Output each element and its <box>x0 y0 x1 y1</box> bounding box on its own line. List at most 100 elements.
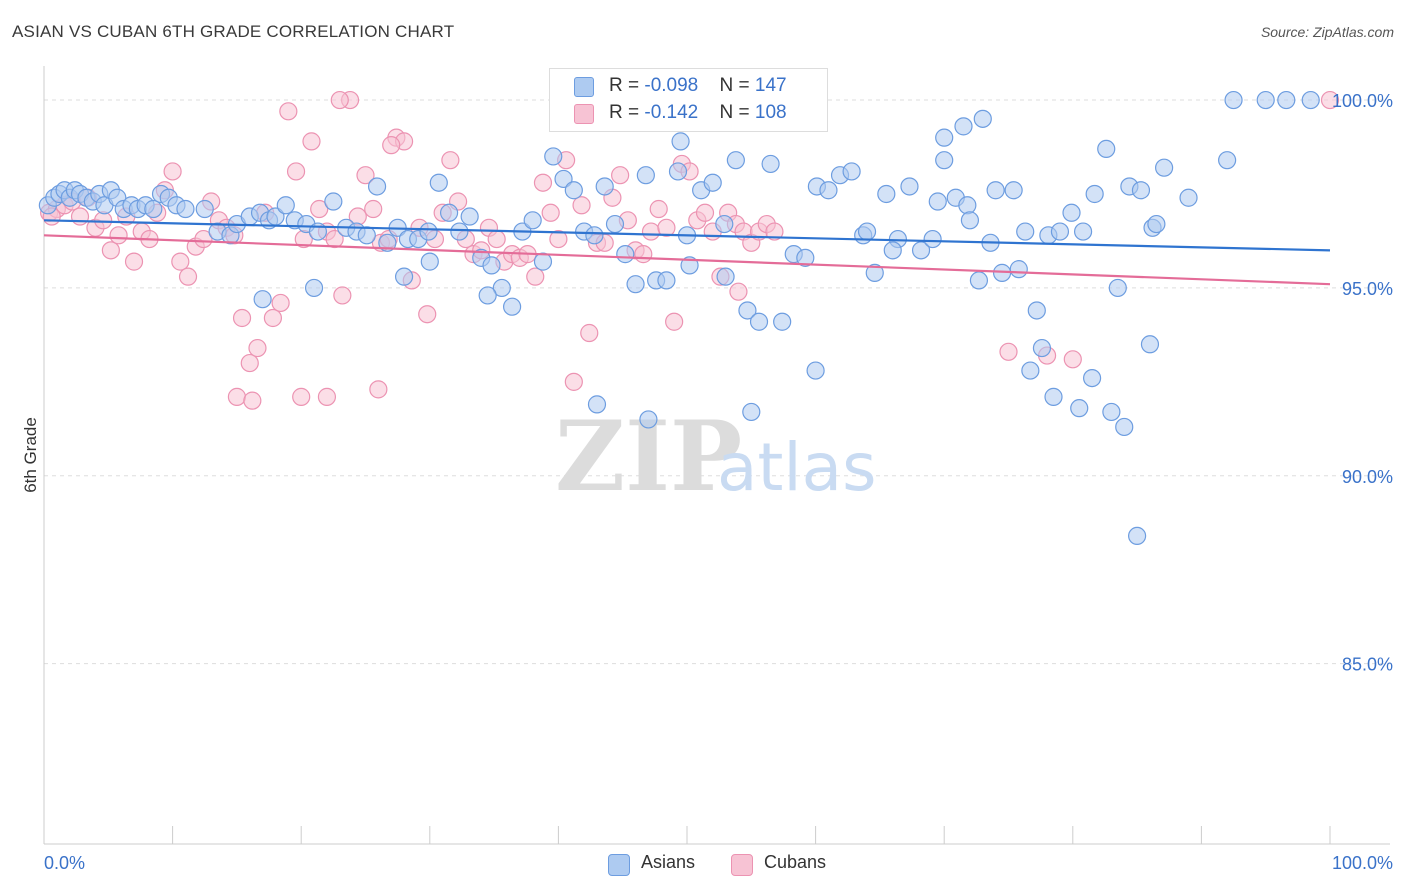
cuban-point <box>330 90 349 110</box>
asian-point <box>460 207 479 226</box>
asian-point <box>1102 402 1121 422</box>
asian-point <box>1032 338 1052 358</box>
asian-point <box>738 301 757 320</box>
asian-point <box>819 181 838 200</box>
cuban-point <box>279 102 298 121</box>
asian-point <box>883 241 902 260</box>
asian-point <box>605 214 625 234</box>
asian-point <box>564 181 583 200</box>
cuban-point <box>356 166 375 185</box>
cuban-point <box>292 387 311 406</box>
cuban-point <box>70 207 90 226</box>
y-axis-label: 6th Grade <box>21 417 40 493</box>
cuban-point <box>124 252 144 271</box>
y-tick-label: 90.0% <box>1342 467 1393 487</box>
asian-point <box>954 117 973 136</box>
cuban-point <box>369 380 388 399</box>
asian-point <box>636 166 655 185</box>
asian-point <box>1131 181 1151 200</box>
cuban-point <box>101 241 120 260</box>
asian-point <box>1277 90 1296 110</box>
asian-point <box>671 132 690 151</box>
asian-point <box>176 199 195 219</box>
cuban-point <box>194 229 213 249</box>
asian-point <box>429 173 448 192</box>
asian-point <box>877 184 896 204</box>
x-tick-label: 100.0% <box>1332 853 1393 873</box>
asian-point <box>716 267 735 286</box>
asian-point <box>1256 90 1275 110</box>
y-tick-label: 100.0% <box>1332 91 1393 111</box>
cuban-point <box>665 312 684 331</box>
asian-point <box>1070 399 1089 418</box>
source-label: Source: ZipAtlas.com <box>1260 24 1394 40</box>
asian-point <box>587 395 607 414</box>
asian-point <box>482 256 501 275</box>
cuban-point <box>999 342 1018 361</box>
asian-point <box>796 248 815 267</box>
cuban-point <box>178 267 198 286</box>
asian-point <box>439 203 459 222</box>
cuban-point <box>227 387 246 406</box>
asian-point <box>554 169 573 189</box>
asian-point <box>585 226 604 245</box>
asian-point <box>773 312 792 331</box>
asian-point <box>657 271 676 290</box>
asian-point <box>304 278 324 298</box>
asian-point <box>761 154 780 174</box>
asians-swatch <box>608 854 630 876</box>
cuban-point <box>526 267 545 286</box>
asian-point <box>986 181 1005 200</box>
asian-point <box>357 226 376 245</box>
cuban-point <box>729 282 748 301</box>
x-tick-label: 0.0% <box>44 853 85 873</box>
asian-point <box>726 151 745 170</box>
asian-point <box>419 222 438 241</box>
asian-point <box>958 196 977 215</box>
asian-point <box>923 229 942 249</box>
asian-point <box>928 192 947 211</box>
asian-point <box>492 278 511 298</box>
asian-point <box>626 275 645 294</box>
asian-point <box>195 199 214 219</box>
asian-point <box>842 162 861 181</box>
asian-point <box>1027 301 1046 320</box>
cuban-point <box>109 226 128 245</box>
cuban-point <box>382 136 401 155</box>
cuban-point <box>1063 350 1082 369</box>
legend-n-value: 147 <box>754 75 787 96</box>
legend-n-label: N = <box>719 102 755 123</box>
asian-point <box>1218 151 1237 170</box>
asian-point <box>1127 526 1147 546</box>
cuban-point <box>364 199 383 219</box>
cuban-point <box>533 173 553 192</box>
cubans-trend-line <box>43 234 1331 286</box>
cuban-point <box>171 252 190 271</box>
asian-point <box>935 151 954 170</box>
cuban-point <box>541 203 560 222</box>
cuban-point <box>302 132 321 151</box>
asian-point <box>865 263 884 282</box>
asian-point <box>324 192 343 211</box>
cuban-point <box>263 308 283 328</box>
cubans-legend-label: Cubans <box>764 852 827 872</box>
asians-trend-line <box>43 219 1331 252</box>
legend-swatch-asians <box>574 77 594 97</box>
cuban-point <box>240 353 259 373</box>
y-tick-label: 95.0% <box>1342 279 1393 299</box>
asian-point <box>1301 90 1320 110</box>
asian-point <box>1147 214 1166 234</box>
legend-n-value: 108 <box>754 102 787 123</box>
cuban-point <box>1320 90 1340 110</box>
asian-point <box>1016 222 1035 241</box>
legend-r-value: -0.142 <box>644 102 699 123</box>
asian-point <box>503 297 522 316</box>
asian-point <box>478 286 497 305</box>
legend-r-label: R = <box>609 102 645 123</box>
asian-point <box>1097 139 1116 159</box>
asian-point <box>523 211 542 230</box>
asian-point <box>394 267 414 286</box>
asian-point <box>1050 222 1070 241</box>
asian-point <box>367 177 387 196</box>
asian-point <box>450 222 469 241</box>
